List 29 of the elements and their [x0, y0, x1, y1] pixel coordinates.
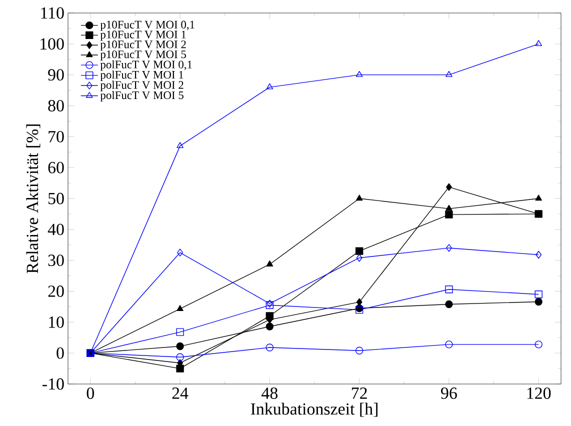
x-axis-title: Inkubationszeit [h]	[250, 402, 378, 417]
x-tick-label: 120	[527, 388, 551, 399]
y-tick-label: 40	[48, 224, 64, 236]
y-axis-title: Relative Aktivität [%]	[26, 124, 40, 274]
legend-label: p10FucT V MOI 1	[100, 30, 186, 41]
legend-label: p10FucT V MOI 0,1	[100, 20, 194, 31]
legend-label: polFucT V MOI 5	[100, 91, 184, 102]
x-tick-label: 72	[352, 388, 367, 399]
y-tick-label: 110	[41, 7, 64, 19]
y-tick-label: 10	[49, 316, 64, 328]
x-tick-label: 48	[262, 388, 278, 399]
legend-label: p10FucT V MOI 2	[100, 40, 186, 51]
x-tick-label: 24	[172, 388, 188, 399]
y-tick-label: 100	[40, 38, 64, 50]
y-tick-label: 30	[48, 254, 64, 266]
legend-label: polFucT V MOI 0,1	[100, 60, 192, 71]
legend-label: p10FucT V MOI 5	[100, 50, 186, 61]
legend-label: polFucT V MOI 1	[100, 70, 184, 81]
y-tick-label: 50	[48, 192, 64, 204]
y-tick-label: 0	[56, 347, 64, 359]
y-tick-label: -10	[42, 378, 64, 390]
y-tick-label: 90	[48, 69, 64, 81]
y-tick-label: 70	[48, 130, 64, 142]
legend-label: polFucT V MOI 2	[100, 80, 184, 92]
y-tick-label: 80	[48, 100, 64, 112]
y-tick-label: 20	[48, 286, 64, 297]
y-tick-label: 60	[48, 162, 64, 174]
x-tick-label: 0	[86, 388, 94, 399]
x-tick-label: 96	[441, 388, 457, 399]
